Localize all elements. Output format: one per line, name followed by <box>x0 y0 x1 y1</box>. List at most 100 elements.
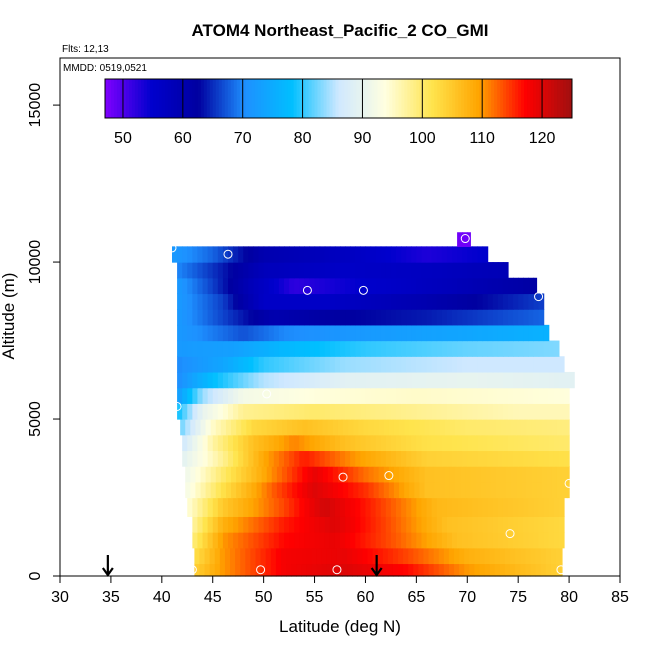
colorbar-segment <box>536 79 540 118</box>
heatmap-cell <box>360 309 367 326</box>
heatmap-cell <box>480 481 487 499</box>
heatmap-cell <box>462 371 468 389</box>
heatmap-cell <box>390 262 397 279</box>
heatmap-cell <box>217 324 224 342</box>
heatmap-cell <box>538 434 545 452</box>
heatmap-cell <box>222 387 229 404</box>
heatmap-cell <box>467 403 473 420</box>
colorbar-segment <box>434 79 438 118</box>
heatmap-cell <box>314 450 321 467</box>
heatmap-cell <box>187 246 193 263</box>
heatmap-cell <box>363 481 370 499</box>
heatmap-cell <box>265 563 272 577</box>
colorbar-segment <box>452 79 456 118</box>
heatmap-cell <box>441 497 448 517</box>
heatmap-cell <box>561 481 568 499</box>
heatmap-cell <box>233 262 239 279</box>
heatmap-cell <box>497 356 504 373</box>
heatmap-cell <box>421 324 428 342</box>
heatmap-cell <box>538 450 545 467</box>
heatmap-cell <box>480 419 487 436</box>
heatmap-cell <box>368 466 375 483</box>
colorbar-segment <box>419 79 423 118</box>
heatmap-cell <box>273 497 280 517</box>
heatmap-cell <box>421 371 428 389</box>
heatmap-cell <box>508 324 514 342</box>
heatmap-cell <box>443 563 450 577</box>
heatmap-cell <box>421 532 428 549</box>
heatmap-cell <box>518 356 524 373</box>
heatmap-cell <box>411 516 417 533</box>
heatmap-cell <box>421 403 428 420</box>
colorbar-segment <box>206 79 211 118</box>
heatmap-cell <box>228 371 234 389</box>
heatmap-cell <box>192 246 199 263</box>
heatmap-cell <box>248 324 255 342</box>
heatmap-cell <box>258 324 265 342</box>
heatmap-cell <box>182 246 188 263</box>
heatmap-cell <box>251 419 258 436</box>
heatmap-cell <box>222 403 229 420</box>
heatmap-cell <box>353 481 359 499</box>
colorbar-segment <box>347 79 351 118</box>
heatmap-cell <box>202 532 209 549</box>
heatmap-cell <box>433 547 440 565</box>
heatmap-cell <box>260 563 267 577</box>
heatmap-cell <box>477 277 484 295</box>
heatmap-cell <box>273 403 280 420</box>
heatmap-cell <box>289 434 295 452</box>
heatmap-cell <box>528 387 535 404</box>
heatmap-cell <box>492 403 499 420</box>
heatmap-cell <box>370 340 377 357</box>
heatmap-cell <box>236 466 242 483</box>
colorbar-segment <box>410 79 414 118</box>
heatmap-cell <box>204 547 211 565</box>
heatmap-cell <box>255 563 262 577</box>
heatmap-cell <box>258 403 265 420</box>
heatmap-cell <box>327 419 334 436</box>
heatmap-cell <box>475 481 482 499</box>
heatmap-cell <box>192 340 199 357</box>
heatmap-cell <box>531 419 538 436</box>
heatmap-cell <box>324 340 331 357</box>
heatmap-cell <box>258 340 265 357</box>
heatmap-cell <box>467 450 473 467</box>
heatmap-cell <box>454 547 460 565</box>
heatmap-cell <box>243 516 249 533</box>
heatmap-cell <box>377 547 384 565</box>
heatmap-cell <box>385 387 392 404</box>
heatmap-cell <box>182 340 188 357</box>
heatmap-cell <box>202 387 209 404</box>
heatmap-cell <box>490 419 497 436</box>
heatmap-cell <box>289 371 295 389</box>
heatmap-cell <box>555 547 562 565</box>
heatmap-cell <box>426 262 433 279</box>
heatmap-cell <box>273 277 280 295</box>
heatmap-cell <box>294 497 300 517</box>
heatmap-cell <box>567 419 570 436</box>
heatmap-cell <box>286 547 292 565</box>
heatmap-cell <box>370 497 377 517</box>
heatmap-cell <box>497 340 504 357</box>
heatmap-cell <box>380 387 387 404</box>
heatmap-cell <box>558 434 565 452</box>
heatmap-cell <box>462 277 468 295</box>
heatmap-cell <box>541 481 548 499</box>
colorbar-segment <box>491 79 495 118</box>
heatmap-cell <box>187 450 193 467</box>
heatmap-cell <box>312 481 319 499</box>
heatmap-cell <box>569 371 575 389</box>
heatmap-cell <box>276 481 283 499</box>
heatmap-cell <box>261 481 268 499</box>
heatmap-cell <box>502 293 509 310</box>
heatmap-cell <box>207 371 214 389</box>
heatmap-cell <box>207 246 214 263</box>
heatmap-cell <box>546 419 553 436</box>
heatmap-cell <box>263 516 270 533</box>
heatmap-cell <box>258 532 265 549</box>
heatmap-cell <box>406 340 412 357</box>
heatmap-cell <box>380 262 387 279</box>
heatmap-cell <box>533 403 540 420</box>
heatmap-cell <box>390 450 397 467</box>
heatmap-cell <box>528 403 535 420</box>
